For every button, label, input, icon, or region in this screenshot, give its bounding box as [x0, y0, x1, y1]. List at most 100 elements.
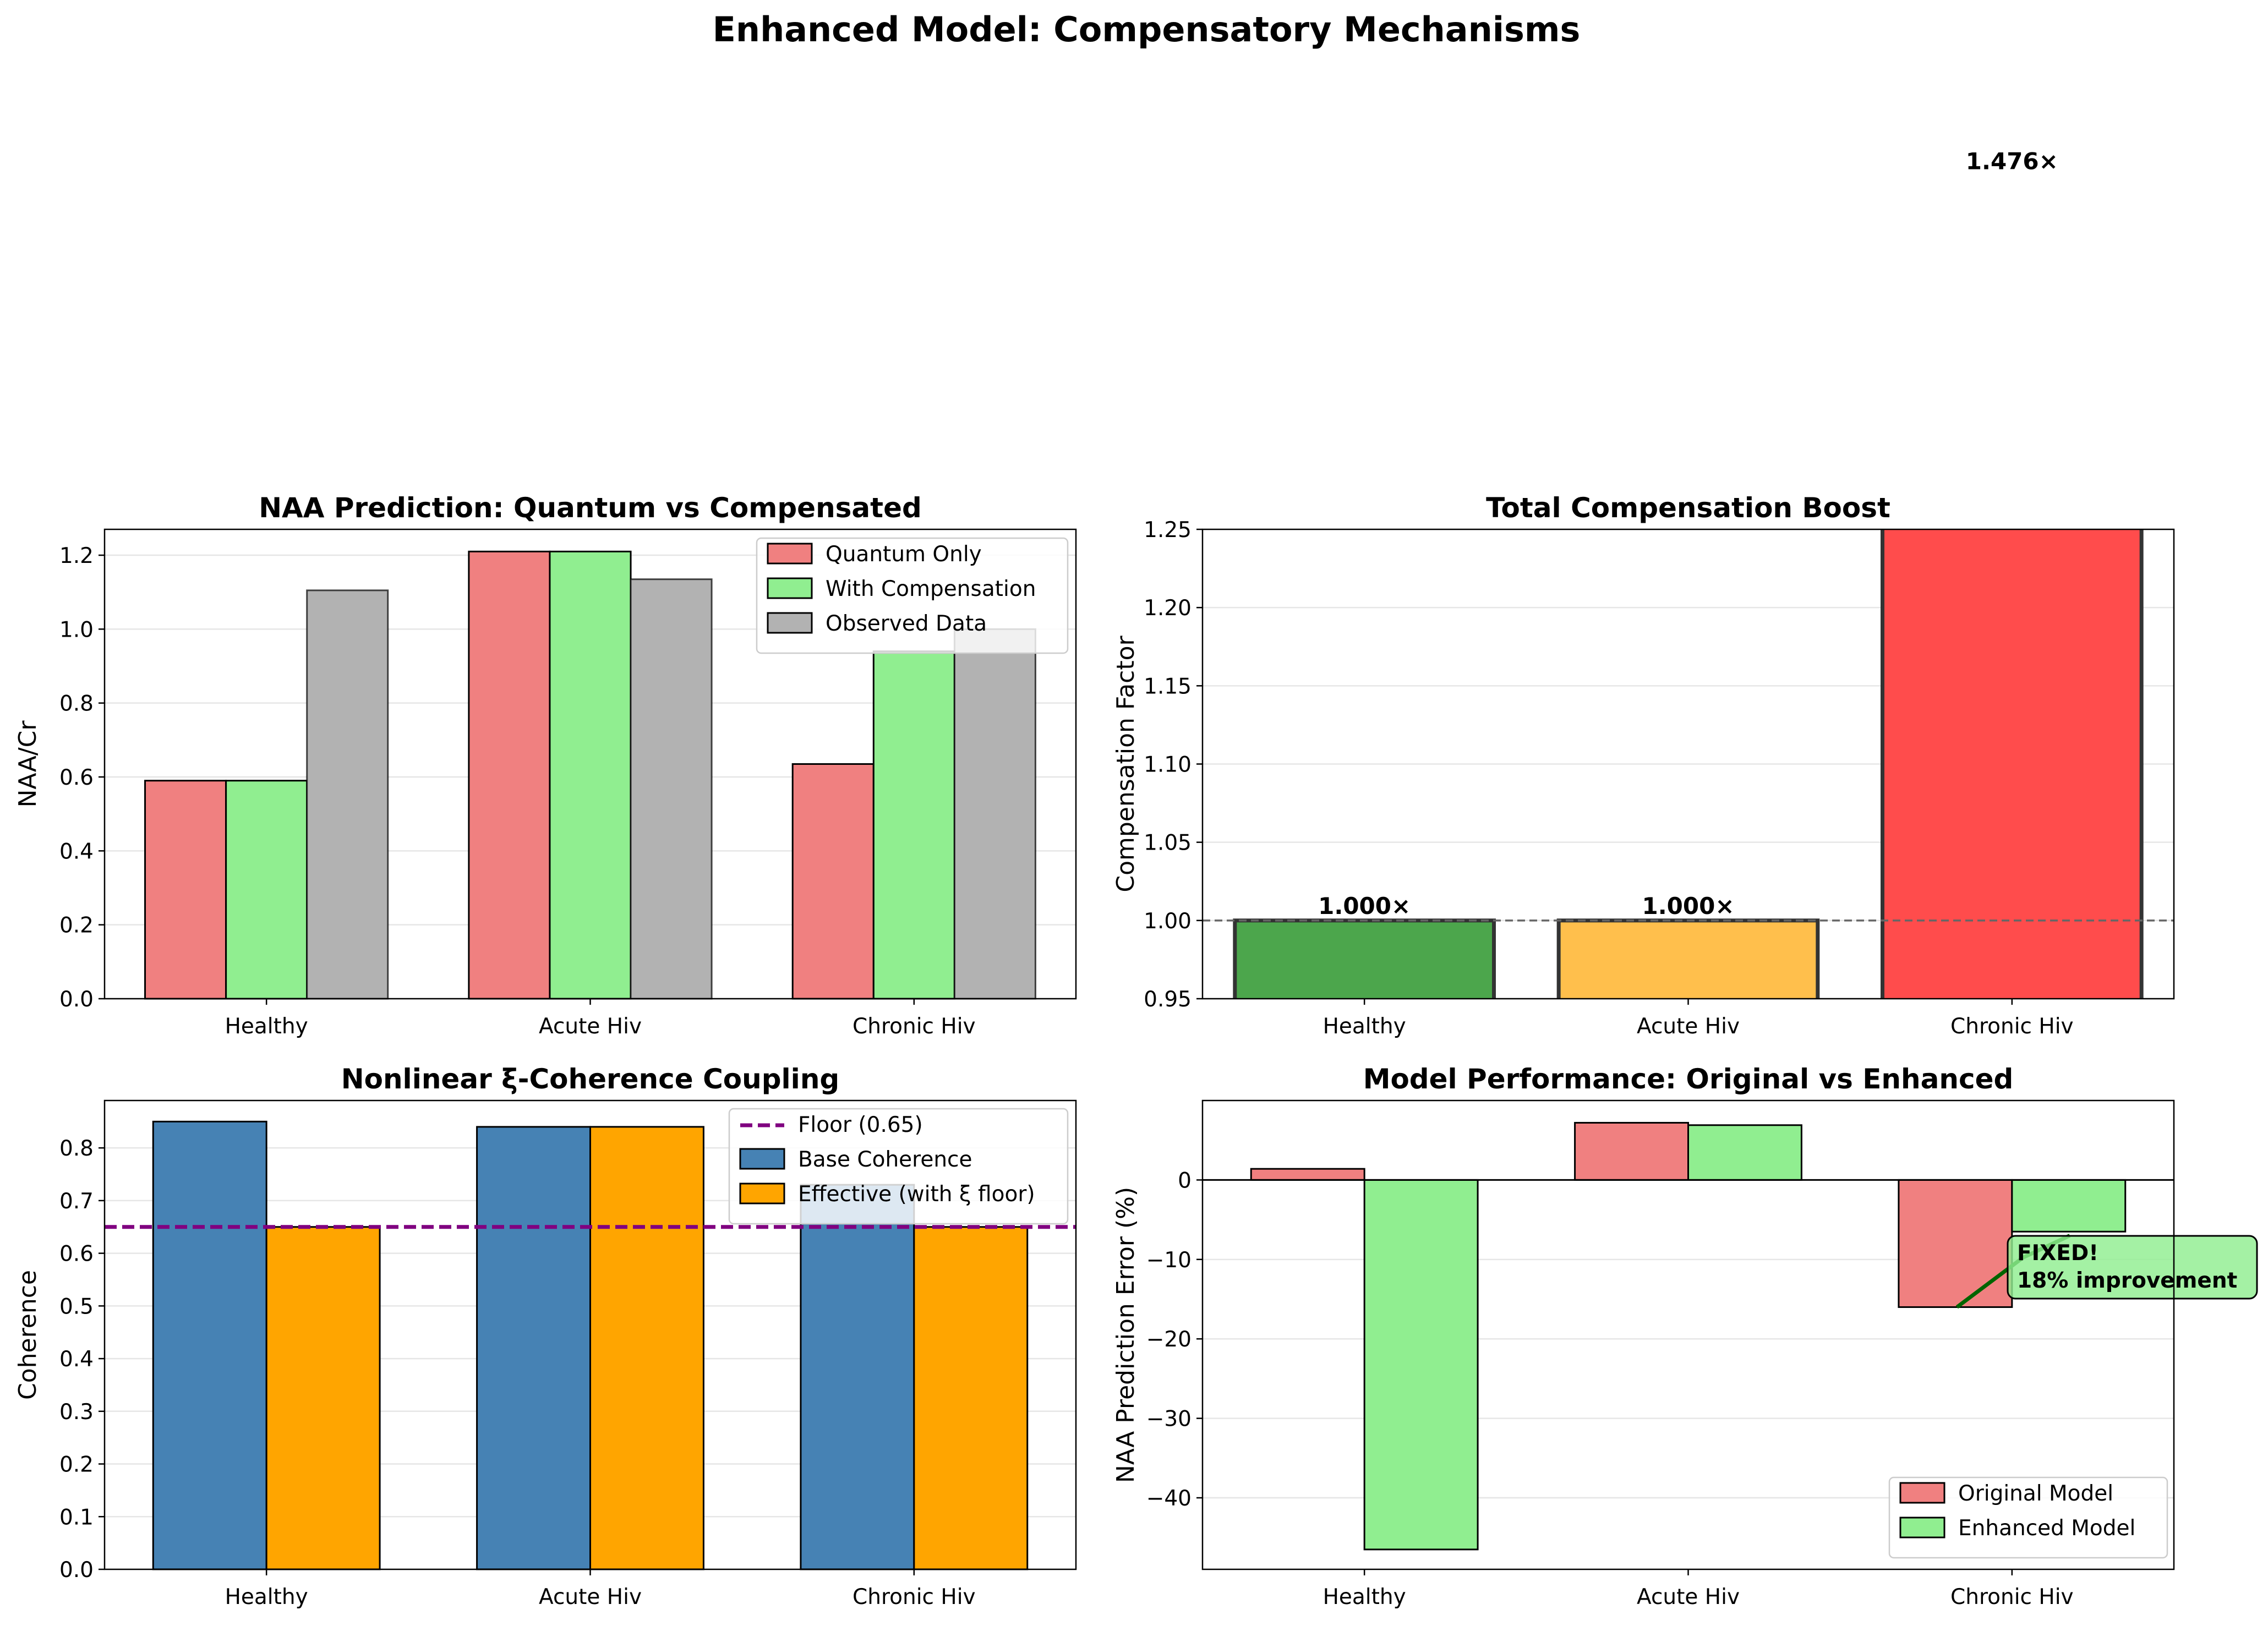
- y-tick-label: 0.2: [59, 1453, 94, 1477]
- chart-coherence: Nonlinear ξ-Coherence Coupling Coherence 0…: [14, 1063, 1077, 1609]
- bar-compensation: [1233, 918, 1496, 999]
- legend-swatch: [739, 1148, 785, 1170]
- legend-label: Quantum Only: [826, 542, 982, 567]
- bar-base-coherence: [476, 1126, 591, 1570]
- chart-title: Total Compensation Boost: [1486, 492, 1890, 524]
- y-tick-label: 0.1: [59, 1505, 94, 1530]
- value-label: 1.000×: [1642, 893, 1734, 919]
- legend-label: Enhanced Model: [1958, 1516, 2135, 1541]
- legend-box: [728, 1108, 1069, 1225]
- y-tick-label: 0.3: [59, 1400, 94, 1425]
- chart-title: Model Performance: Original vs Enhanced: [1363, 1063, 2014, 1095]
- legend-swatch: [1899, 1516, 1945, 1539]
- bar-quantum-only: [468, 550, 551, 1000]
- legend-label: Observed Data: [826, 611, 987, 636]
- bar-effective-coherence: [265, 1226, 381, 1570]
- y-tick-label: −20: [1146, 1327, 1192, 1352]
- legend-label: With Compensation: [826, 577, 1036, 601]
- chart-performance: Model Performance: Original vs Enhanced N…: [1112, 1063, 2258, 1609]
- legend-swatch: [767, 577, 813, 599]
- legend-swatch: [1899, 1482, 1945, 1504]
- bar-with-compensation: [549, 550, 632, 1000]
- bar-quantum-only: [144, 780, 227, 1000]
- y-tick-label: −10: [1146, 1248, 1192, 1273]
- y-axis-label: NAA Prediction Error (%): [1112, 1187, 1140, 1483]
- bar-compensation: [1881, 529, 2144, 999]
- x-tick-label: Healthy: [1323, 1585, 1406, 1609]
- y-tick-label: 0.7: [59, 1189, 94, 1214]
- bar-group: [1233, 529, 2144, 999]
- legend-swatch: [767, 612, 813, 634]
- y-tick-label: 1.10: [1144, 753, 1192, 778]
- figure-title: Enhanced Model: Compensatory Mechanisms: [713, 9, 1581, 50]
- legend-label: Original Model: [1958, 1481, 2113, 1506]
- legend-swatch: [767, 543, 813, 565]
- bar-quantum-only: [791, 763, 875, 1000]
- chart-title: Nonlinear ξ-Coherence Coupling: [341, 1063, 839, 1095]
- y-axis-label: Coherence: [14, 1270, 42, 1400]
- y-tick-label: 1.0: [59, 617, 94, 642]
- y-tick-label: 0.0: [59, 1558, 94, 1583]
- y-tick-label: −40: [1146, 1486, 1192, 1511]
- bar-observed-data: [630, 578, 713, 1000]
- bar-effective-coherence: [589, 1126, 704, 1570]
- x-tick-label: Healthy: [225, 1014, 308, 1039]
- y-tick-label: 0.8: [59, 692, 94, 716]
- bar-base-coherence: [152, 1120, 267, 1570]
- y-tick-label: 1.05: [1144, 831, 1192, 856]
- legend-box: [1888, 1476, 2168, 1559]
- value-label: 1.476×: [1966, 147, 2058, 174]
- y-tick-label: 1.15: [1144, 674, 1192, 699]
- annotation-text: 18% improvement: [2017, 1268, 2237, 1293]
- annotation-box: [2007, 1235, 2258, 1300]
- bar-enhanced-model: [1363, 1179, 1479, 1551]
- bar-original-model: [1898, 1179, 2013, 1308]
- y-tick-label: 0.95: [1144, 987, 1192, 1012]
- axes-frame: [1201, 1099, 2175, 1570]
- bar-enhanced-model: [2011, 1179, 2127, 1233]
- y-axis-label: Compensation Factor: [1112, 635, 1140, 892]
- axes-frame: [1201, 528, 2175, 1000]
- y-tick-label: 0.4: [59, 1347, 94, 1372]
- bar-effective-coherence: [913, 1226, 1029, 1570]
- legend-swatch: [739, 1182, 785, 1205]
- legend-label: Base Coherence: [798, 1147, 972, 1172]
- y-tick-label: 1.25: [1144, 518, 1192, 543]
- axes-frame: [103, 1099, 1077, 1570]
- y-axis-label: NAA/Cr: [14, 720, 42, 808]
- bar-original-model: [1574, 1121, 1689, 1181]
- x-tick-label: Acute Hiv: [539, 1014, 642, 1039]
- y-tick-label: 0.8: [59, 1136, 94, 1161]
- y-tick-label: 0.0: [59, 987, 94, 1012]
- x-tick-label: Healthy: [1323, 1014, 1406, 1039]
- legend-label: Effective (with ξ floor): [798, 1182, 1035, 1207]
- x-tick-label: Healthy: [225, 1585, 308, 1609]
- bar-with-compensation: [225, 780, 308, 1000]
- bar-observed-data: [953, 628, 1036, 1000]
- y-tick-label: 0.6: [59, 765, 94, 790]
- legend-label: Floor (0.65): [798, 1113, 923, 1137]
- bar-observed-data: [306, 589, 389, 1000]
- x-tick-label: Chronic Hiv: [852, 1014, 976, 1039]
- chart-title: NAA Prediction: Quantum vs Compensated: [259, 492, 922, 524]
- bar-enhanced-model: [1687, 1124, 1802, 1181]
- x-tick-label: Chronic Hiv: [1950, 1585, 2074, 1609]
- x-tick-label: Acute Hiv: [1637, 1014, 1740, 1039]
- bar-original-model: [1250, 1168, 1365, 1181]
- x-tick-label: Acute Hiv: [1637, 1585, 1740, 1609]
- x-tick-label: Chronic Hiv: [1950, 1014, 2074, 1039]
- y-tick-label: 0.4: [59, 839, 94, 864]
- chart-boost: Total Compensation Boost Compensation Fac…: [1112, 492, 2175, 1039]
- y-tick-label: 0: [1178, 1168, 1192, 1193]
- value-label: 1.000×: [1318, 893, 1411, 919]
- bar-with-compensation: [872, 650, 955, 1000]
- axes-frame: [103, 528, 1077, 1000]
- legend-box: [756, 537, 1069, 654]
- y-tick-label: 0.6: [59, 1242, 94, 1267]
- y-tick-label: −30: [1146, 1407, 1192, 1432]
- y-tick-label: 0.2: [59, 913, 94, 938]
- y-tick-label: 0.5: [59, 1294, 94, 1319]
- chart-naa: NAA Prediction: Quantum vs Compensated NA…: [14, 492, 1077, 1039]
- x-tick-label: Chronic Hiv: [852, 1585, 976, 1609]
